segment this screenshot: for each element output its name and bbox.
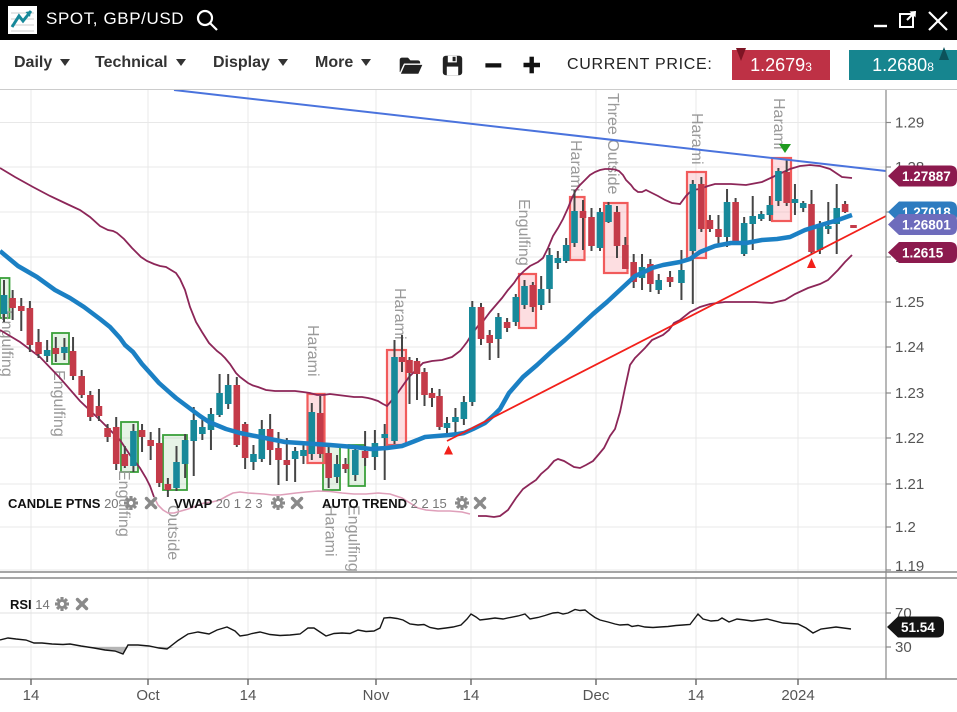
svg-text:Engulfing: Engulfing: [0, 310, 15, 377]
svg-text:14: 14: [463, 687, 480, 704]
svg-text:2024: 2024: [781, 687, 814, 704]
svg-text:Harami: Harami: [391, 288, 408, 340]
svg-text:14: 14: [688, 687, 705, 704]
svg-text:Engulfing: Engulfing: [515, 199, 532, 266]
svg-text:Engulfing: Engulfing: [345, 505, 362, 572]
svg-text:51.54: 51.54: [901, 620, 935, 635]
svg-text:1.2: 1.2: [895, 519, 916, 536]
svg-text:1.27887: 1.27887: [902, 169, 951, 184]
svg-text:Three Outside: Three Outside: [604, 93, 621, 194]
svg-text:Nov: Nov: [363, 687, 390, 704]
svg-text:1.22: 1.22: [895, 430, 924, 447]
svg-text:1.23: 1.23: [895, 385, 924, 402]
svg-text:1.25: 1.25: [895, 294, 924, 311]
svg-text:Dec: Dec: [583, 687, 610, 704]
svg-text:Harami: Harami: [304, 325, 321, 377]
svg-text:Harami: Harami: [567, 140, 584, 192]
svg-text:Outside: Outside: [164, 505, 181, 560]
svg-text:1.29: 1.29: [895, 115, 924, 132]
svg-text:Harami: Harami: [322, 505, 339, 557]
svg-text:VWAP 20 1 2 3: VWAP 20 1 2 3: [174, 496, 263, 511]
svg-text:14: 14: [23, 687, 40, 704]
svg-text:RSI 14: RSI 14: [10, 597, 50, 612]
svg-text:14: 14: [240, 687, 257, 704]
svg-text:30: 30: [895, 639, 912, 656]
svg-text:1.2615: 1.2615: [902, 246, 944, 261]
svg-text:1.21: 1.21: [895, 476, 924, 493]
svg-text:CANDLE PTNS 20: CANDLE PTNS 20: [8, 496, 119, 511]
svg-text:1.26801: 1.26801: [902, 218, 951, 233]
svg-text:Harami: Harami: [688, 113, 705, 165]
svg-text:Oct: Oct: [136, 687, 160, 704]
svg-text:Engulfing: Engulfing: [50, 370, 67, 437]
svg-text:1.24: 1.24: [895, 339, 924, 356]
svg-text:AUTO TREND 2 2 15: AUTO TREND 2 2 15: [322, 496, 447, 511]
svg-text:1.19: 1.19: [895, 558, 924, 575]
svg-text:Engulfing: Engulfing: [115, 470, 132, 537]
svg-text:Harami: Harami: [770, 98, 787, 150]
